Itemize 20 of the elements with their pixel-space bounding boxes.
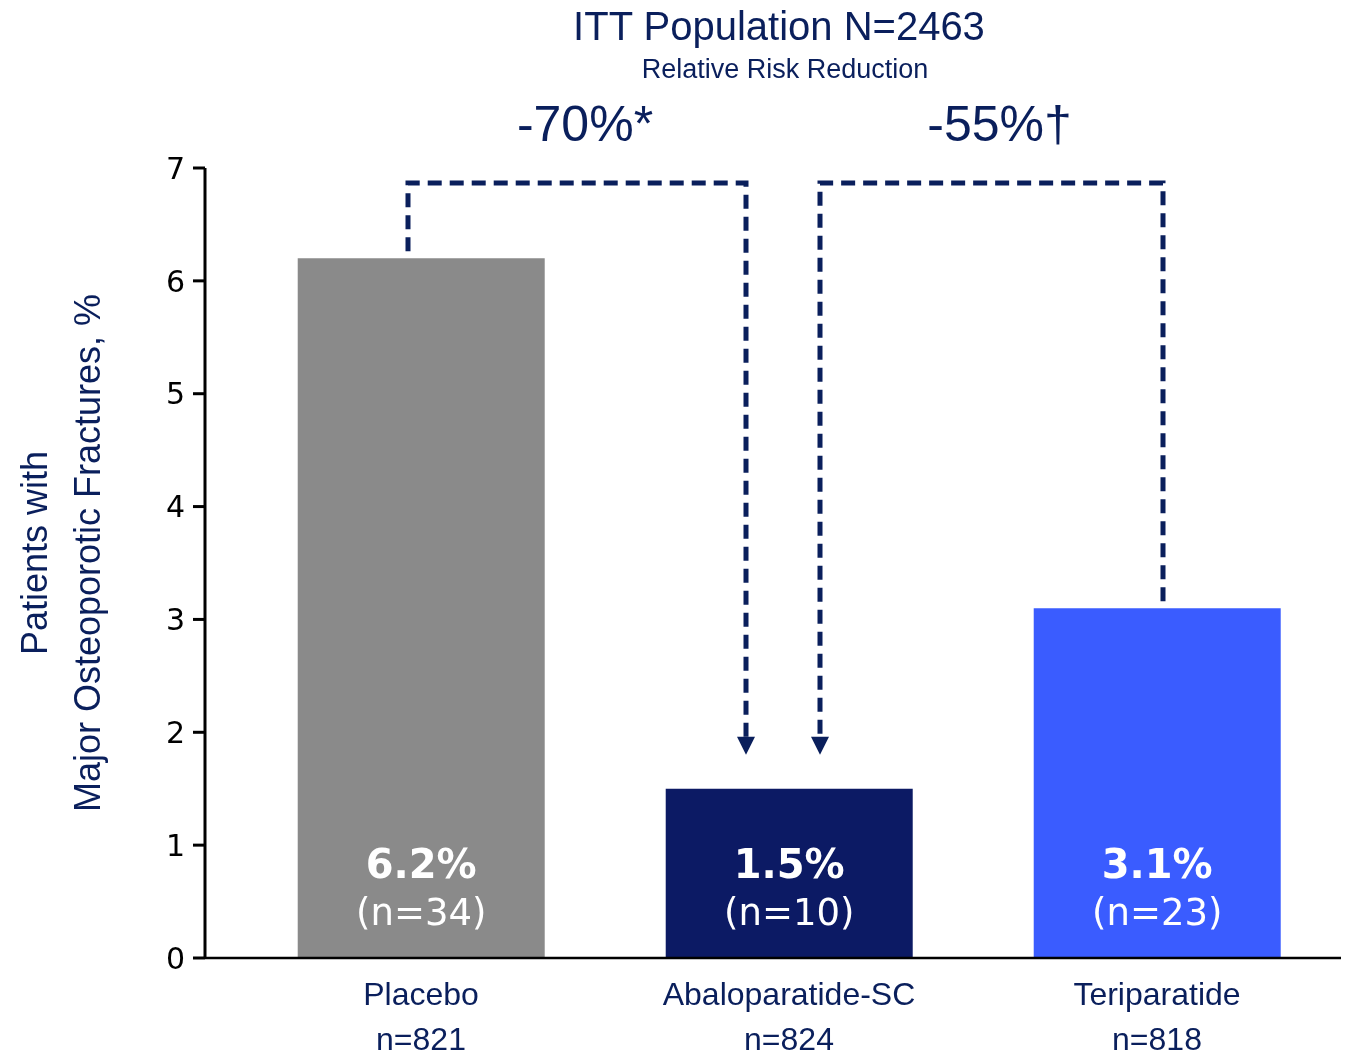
chart-title: ITT Population N=2463	[573, 4, 985, 48]
bar	[665, 788, 913, 958]
x-tick-label: Placebo n=821	[363, 976, 479, 1057]
y-tick-label: 3	[165, 602, 185, 638]
y-tick-label: 7	[165, 150, 185, 186]
y-tick-label: 5	[165, 376, 185, 412]
data-label: 6.2% (n=34)	[356, 841, 487, 934]
text: -70%*	[516, 96, 654, 152]
y-tick-label: 1	[165, 827, 185, 863]
chart-subtitle: Relative Risk Reduction	[641, 54, 929, 84]
y-tick-label: 4	[165, 489, 185, 525]
data-label: 1.5% (n=10)	[724, 841, 855, 934]
y-tick-label: 6	[165, 263, 185, 299]
y-axis-title: Patients with Major Osteoporotic Fractures, %	[14, 293, 108, 813]
text: -55%†	[927, 96, 1072, 152]
x-tick-label: Abaloparatide-SC n=824	[662, 976, 916, 1057]
x-tick-label: Teriparatide n=818	[1073, 976, 1241, 1057]
data-label: 3.1% (n=23)	[1092, 841, 1223, 934]
y-tick-label: 0	[165, 940, 185, 976]
y-tick-label: 2	[165, 714, 185, 750]
